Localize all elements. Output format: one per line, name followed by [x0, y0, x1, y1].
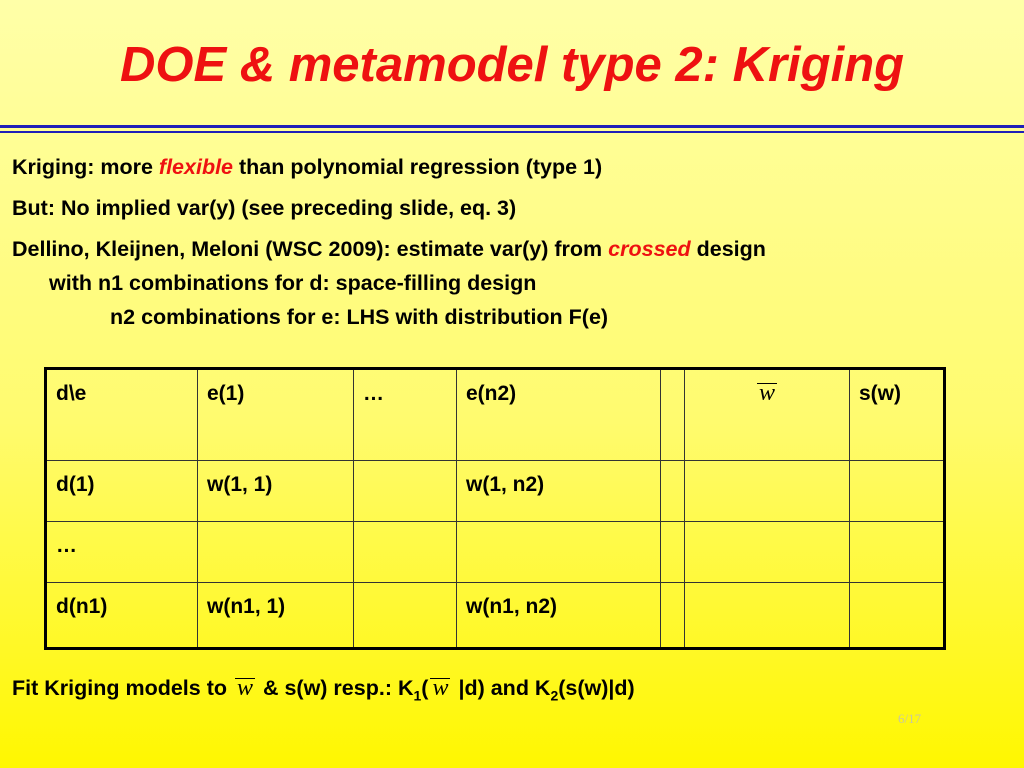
w-bar-symbol: w	[430, 675, 451, 701]
line3-emphasis: crossed	[608, 237, 691, 261]
fit-text-mid: & s(w) resp.: K	[256, 676, 414, 700]
table-cell	[353, 521, 457, 583]
table-cell	[849, 460, 945, 522]
bullet-line-1: Kriging: more flexible than polynomial r…	[12, 154, 602, 180]
table-cell	[660, 521, 685, 583]
table-cell: w(1, n2)	[456, 460, 661, 522]
table-cell	[660, 582, 685, 649]
table-cell	[684, 582, 850, 649]
crossed-design-table: d\e e(1) … e(n2) w s(w) d(1) w(1, 1) w(1…	[44, 367, 946, 650]
table-cell: w(n1, 1)	[197, 582, 354, 649]
table-row: …	[45, 521, 945, 583]
header-cell-blank	[660, 368, 685, 461]
w-bar-symbol: w	[756, 380, 777, 406]
k1-subscript: 1	[413, 687, 422, 704]
line1-text-pre: Kriging: more	[12, 155, 159, 179]
bullet-line-3: Dellino, Kleijnen, Meloni (WSC 2009): es…	[12, 236, 766, 262]
k2-subscript: 2	[550, 687, 559, 704]
table-cell	[684, 521, 850, 583]
fit-text-pre: Fit Kriging models to	[12, 676, 233, 700]
header-cell-sw: s(w)	[849, 368, 945, 461]
table-cell	[456, 521, 661, 583]
table-row: d(n1) w(n1, 1) w(n1, n2)	[45, 582, 945, 649]
table-header-row: d\e e(1) … e(n2) w s(w)	[45, 368, 945, 461]
header-cell-ellipsis: …	[353, 368, 457, 461]
table-cell: d(n1)	[45, 582, 198, 649]
table-cell	[849, 521, 945, 583]
title-divider-thin	[0, 131, 1024, 133]
header-cell-en2: e(n2)	[456, 368, 661, 461]
fit-text-post: (s(w)|d)	[558, 676, 635, 700]
table-row: d(1) w(1, 1) w(1, n2)	[45, 460, 945, 522]
header-cell-wbar: w	[684, 368, 850, 461]
header-cell-d-e: d\e	[45, 368, 198, 461]
table-cell	[849, 582, 945, 649]
line3-text-post: design	[690, 237, 766, 261]
line1-text-post: than polynomial regression (type 1)	[233, 155, 603, 179]
header-cell-e1: e(1)	[197, 368, 354, 461]
line1-emphasis: flexible	[158, 155, 234, 179]
w-bar-symbol: w	[234, 675, 255, 701]
table-cell: d(1)	[45, 460, 198, 522]
fit-statement: Fit Kriging models to w & s(w) resp.: K1…	[12, 675, 635, 704]
table-cell	[197, 521, 354, 583]
line3-text-pre: Dellino, Kleijnen, Meloni (WSC 2009): es…	[12, 237, 609, 261]
table-cell	[353, 460, 457, 522]
bullet-line-5: n2 combinations for e: LHS with distribu…	[110, 305, 609, 329]
table-cell: …	[45, 521, 198, 583]
fit-open-paren: (	[421, 676, 429, 700]
title-divider-thick	[0, 125, 1024, 128]
page-number: 6/17	[898, 711, 922, 726]
fit-text-mid2: |d) and K	[452, 676, 551, 700]
table-cell: w(1, 1)	[197, 460, 354, 522]
bullet-line-2: But: No implied var(y) (see preceding sl…	[12, 196, 517, 220]
table-cell	[684, 460, 850, 522]
table-cell	[353, 582, 457, 649]
table-cell	[660, 460, 685, 522]
bullet-line-4: with n1 combinations for d: space-fillin…	[49, 271, 537, 295]
table-cell: w(n1, n2)	[456, 582, 661, 649]
slide-title: DOE & metamodel type 2: Kriging	[119, 38, 905, 92]
